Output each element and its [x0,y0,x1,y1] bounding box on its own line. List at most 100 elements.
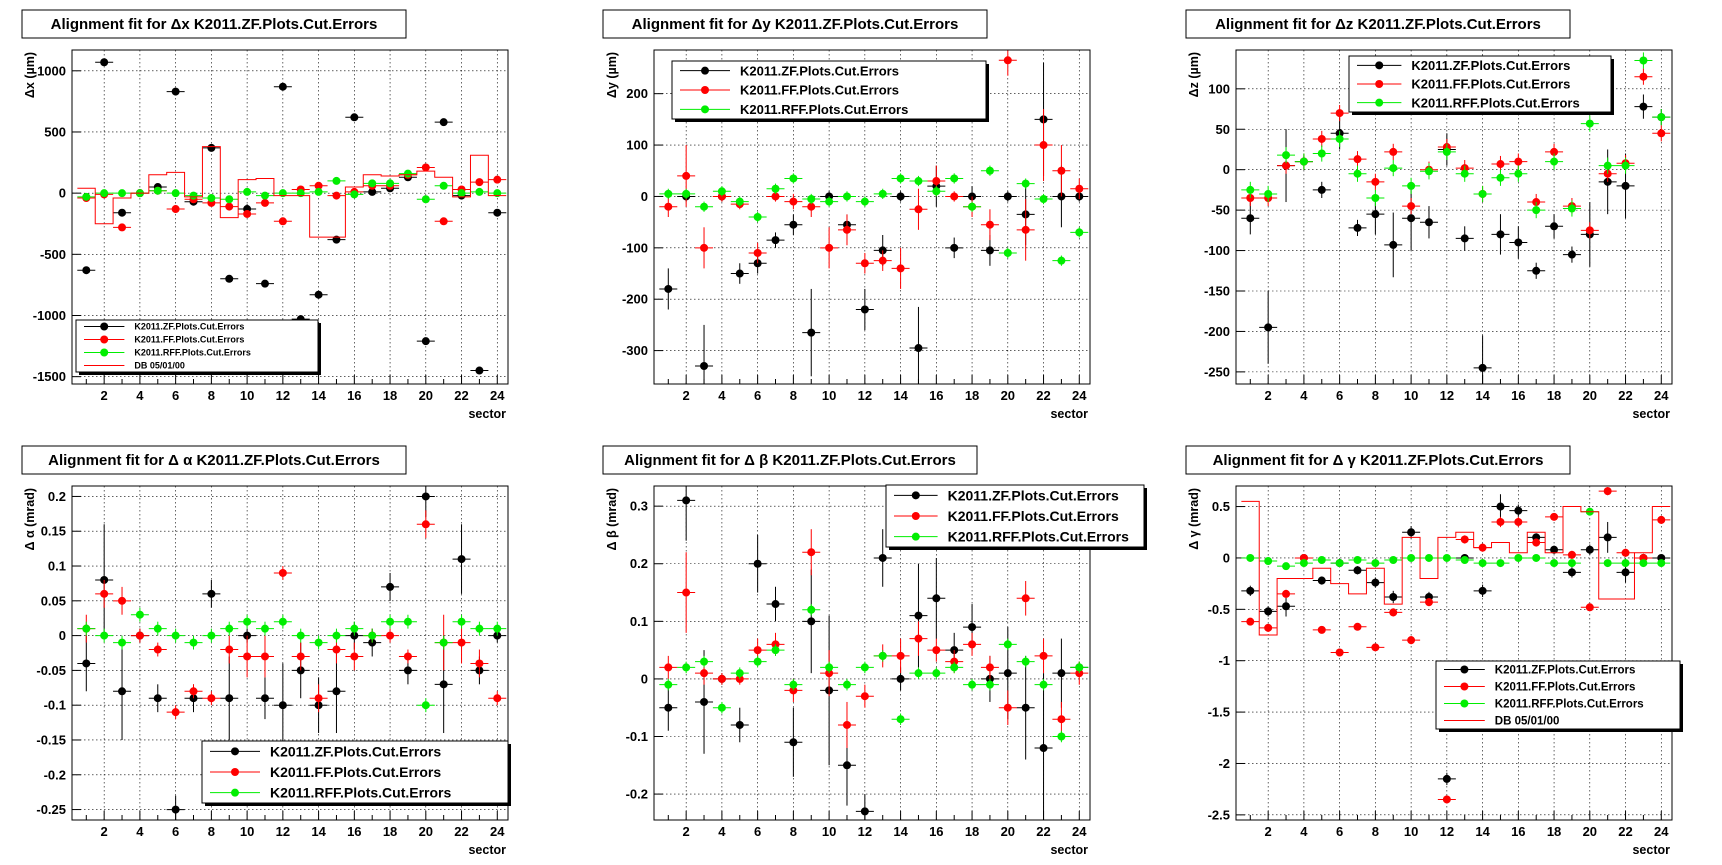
data-point [1389,555,1398,564]
data-point [771,184,780,193]
data-point [1039,141,1048,150]
data-point [1353,223,1362,232]
x-tick-label: 24 [1654,388,1669,403]
x-tick-label: 20 [1583,824,1597,839]
data-point [1424,218,1433,227]
legend-marker [1460,699,1469,708]
data-point [1003,56,1012,65]
x-tick-label: 20 [1001,824,1015,839]
data-point [789,197,798,206]
plot-area [659,50,1089,384]
data-point [842,680,851,689]
plot-frame [653,485,1091,821]
y-axis-label: Δy (µm) [605,52,619,98]
data-point [682,588,691,597]
data-point [118,223,127,232]
data-point [1264,557,1273,566]
data-point [896,674,905,683]
y-tick-label: -250 [1204,364,1230,379]
legend-marker [1375,61,1384,70]
data-point [1478,189,1487,198]
legend-label: K2011.RFF.Plots.Cut.Errors [1495,699,1644,711]
y-tick-label: 1000 [37,63,66,78]
y-tick-label: 0.05 [41,593,66,608]
x-tick-label: 18 [965,824,979,839]
data-point [664,663,673,672]
data-point [700,657,709,666]
y-tick-label: 100 [1208,81,1230,96]
data-point [475,366,484,375]
data-point [386,631,395,640]
data-point [1353,155,1362,164]
data-point [243,652,252,661]
x-tick-label: 20 [419,824,433,839]
data-point [1585,226,1594,235]
plot-area [77,58,507,375]
data-point [1389,147,1398,156]
x-tick-label: 2 [683,824,690,839]
title-box [21,9,407,39]
data-point [878,553,887,562]
x-tick-label: 8 [208,824,215,839]
y-tick-label: -500 [40,247,66,262]
chart-dx: Alignment fit for Δx K2011.ZF.Plots.Cut.… [21,9,509,421]
data-point [914,344,923,353]
data-point [207,143,216,152]
data-point [1460,535,1469,544]
data-point [1514,169,1523,178]
data-point [1371,177,1380,186]
title-box [1185,9,1571,39]
data-point [493,208,502,217]
data-point [171,805,180,814]
data-point [278,701,287,710]
chart-dbeta: Alignment fit for Δ β K2011.ZF.Plots.Cut… [602,445,1147,857]
data-point [1021,225,1030,234]
data-point [1478,559,1487,568]
legend-box [1435,660,1681,730]
data-point [368,187,377,196]
y-tick-label: 0 [641,189,648,204]
data-point [260,694,269,703]
data-point [1075,663,1084,672]
chart-dz: Alignment fit for Δz K2011.ZF.Plots.Cut.… [1185,9,1673,421]
data-point [1246,586,1255,595]
y-axis-label: Δ β (mrad) [605,488,619,550]
legend-label: K2011.ZF.Plots.Cut.Errors [134,322,244,332]
data-point [700,362,709,371]
data-point [100,631,109,640]
data-point [1550,559,1559,568]
data-point [1371,193,1380,202]
data-point [1003,669,1012,678]
y-tick-label: 0.2 [48,489,66,504]
data-point [807,202,816,211]
data-point [421,337,430,346]
data-point [457,189,466,198]
x-tick-label: 12 [858,824,872,839]
data-point [1442,553,1451,562]
data-point [950,174,959,183]
data-point [403,666,412,675]
plot-area [1241,52,1671,384]
data-point [225,645,234,654]
data-point [1621,548,1630,557]
data-point [1460,234,1469,243]
data-point [1353,566,1362,575]
data-point [1264,323,1273,332]
data-point [682,496,691,505]
data-point [260,652,269,661]
data-point [1057,669,1066,678]
x-tick-label: 14 [1475,824,1490,839]
x-tick-label: 24 [1072,824,1087,839]
data-point [100,589,109,598]
chart-title: Alignment fit for Δ α K2011.ZF.Plots.Cut… [48,452,380,469]
data-point [457,638,466,647]
data-point [1442,147,1451,156]
chart-title: Alignment fit for Δy K2011.ZF.Plots.Cut.… [632,16,959,33]
data-point [1057,256,1066,265]
data-point [332,176,341,185]
legend-marker [911,532,920,541]
y-tick-label: -50 [1211,203,1230,218]
data-point [1282,151,1291,160]
data-point [171,708,180,717]
data-point [700,243,709,252]
